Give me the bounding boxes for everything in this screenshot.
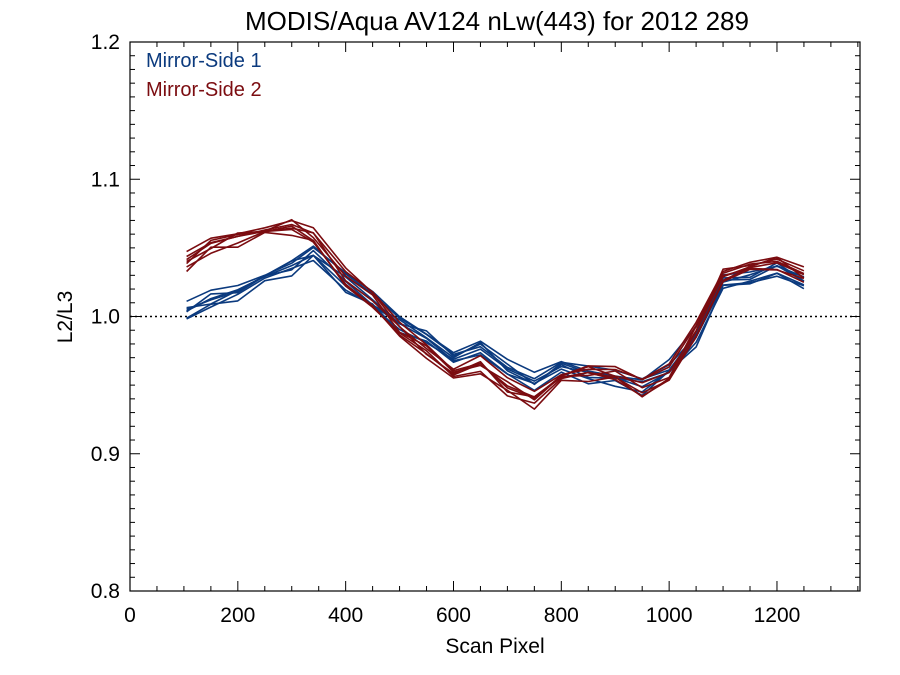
- y-tick-label: 0.8: [91, 580, 120, 603]
- y-tick-label: 1.2: [91, 31, 120, 54]
- series-trace: [186, 231, 805, 410]
- series-mirror-side-2: [186, 218, 805, 410]
- x-tick-label: 800: [544, 604, 579, 627]
- legend-entry-mirror-side-2: Mirror-Side 2: [146, 79, 262, 101]
- series-trace: [186, 254, 805, 397]
- series-mirror-side-1: [186, 245, 805, 397]
- series-trace: [186, 219, 805, 393]
- x-axis-label: Scan Pixel: [445, 635, 544, 658]
- series-trace: [186, 223, 805, 399]
- x-tick-label: 0: [124, 604, 136, 627]
- series-trace: [186, 218, 805, 401]
- x-tick-label: 400: [328, 604, 363, 627]
- series-trace: [186, 259, 805, 393]
- x-tick-label: 1200: [754, 604, 801, 627]
- legend-entry-mirror-side-1: Mirror-Side 1: [146, 50, 262, 72]
- chart-title: MODIS/Aqua AV124 nLw(443) for 2012 289: [245, 6, 749, 36]
- x-tick-label: 200: [220, 604, 255, 627]
- series-trace: [186, 254, 805, 388]
- y-tick-label: 1.1: [91, 168, 120, 191]
- x-tick-label: 1000: [646, 604, 693, 627]
- y-axis-label: L2/L3: [54, 291, 77, 344]
- tick-labels: 0 200 400 600 800 1000 1200 0.8 0.9 1.0 1.1 1.2: [91, 31, 801, 627]
- x-tick-label: 600: [436, 604, 471, 627]
- series-group: [186, 218, 805, 410]
- y-tick-label: 1.0: [91, 306, 120, 329]
- legend: Mirror-Side 1 Mirror-Side 2: [146, 50, 262, 101]
- y-tick-label: 0.9: [91, 443, 120, 466]
- plot-frame: [129, 41, 861, 592]
